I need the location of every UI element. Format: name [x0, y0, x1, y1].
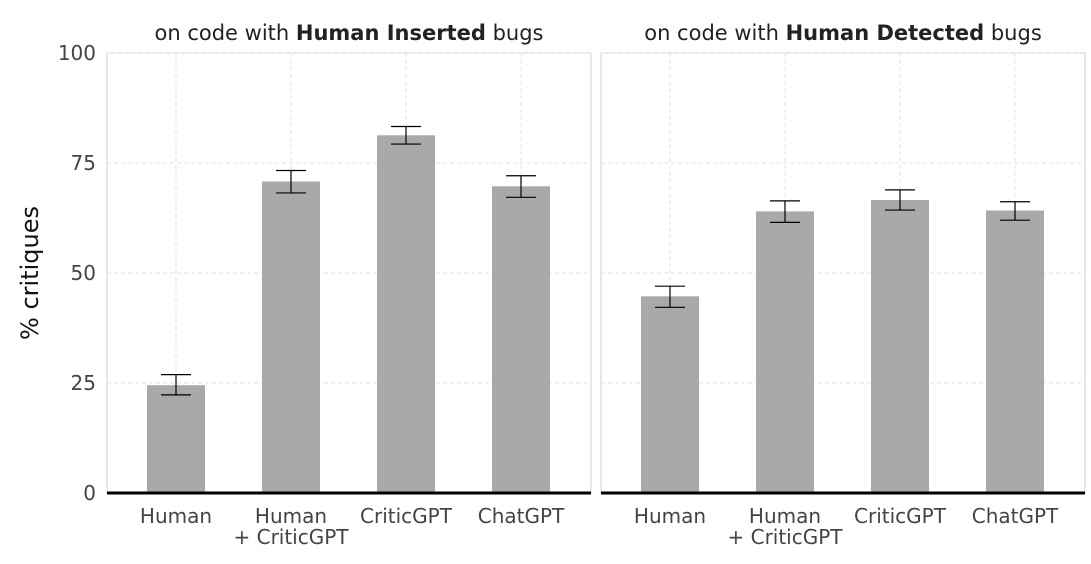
bar: [147, 385, 205, 493]
x-tick-label: CriticGPT: [854, 504, 947, 528]
x-tick-line: Human: [140, 504, 212, 528]
x-tick-line: + CriticGPT: [727, 525, 843, 549]
bar: [871, 199, 929, 493]
panel-title: on code with Human Inserted bugs: [155, 21, 544, 45]
x-tick-line: + CriticGPT: [233, 525, 349, 549]
title-prefix: on code with: [155, 21, 296, 45]
bar: [756, 211, 814, 493]
y-tick-label: 0: [83, 481, 96, 505]
y-axis-label: % critiques: [16, 206, 44, 340]
title-prefix: on code with: [644, 21, 785, 45]
panel-title: on code with Human Detected bugs: [644, 21, 1042, 45]
x-tick-line: Human: [749, 504, 821, 528]
x-tick-label: Human + CriticGPT: [233, 504, 349, 549]
x-tick-line: CriticGPT: [854, 504, 947, 528]
title-bold: Human Inserted: [296, 21, 486, 45]
title-suffix: bugs: [984, 21, 1042, 45]
x-tick-label: ChatGPT: [972, 504, 1059, 528]
y-tick-label: 75: [71, 151, 96, 175]
bar: [377, 135, 435, 493]
title-bold: Human Detected: [786, 21, 985, 45]
bar: [262, 181, 320, 494]
y-tick-label: 25: [71, 371, 96, 395]
bar: [492, 186, 550, 493]
x-tick-line: Human: [255, 504, 327, 528]
x-tick-line: ChatGPT: [972, 504, 1059, 528]
x-tick-label: Human + CriticGPT: [727, 504, 843, 549]
x-tick-label: Human: [634, 504, 706, 528]
title-suffix: bugs: [486, 21, 544, 45]
x-tick-line: CriticGPT: [360, 504, 453, 528]
x-tick-line: Human: [634, 504, 706, 528]
y-tick-label: 100: [58, 41, 96, 65]
x-tick-label: Human: [140, 504, 212, 528]
bar: [641, 296, 699, 493]
y-tick-label: 50: [71, 261, 96, 285]
x-tick-label: ChatGPT: [478, 504, 565, 528]
bar: [986, 210, 1044, 493]
x-tick-label: CriticGPT: [360, 504, 453, 528]
x-tick-line: ChatGPT: [478, 504, 565, 528]
